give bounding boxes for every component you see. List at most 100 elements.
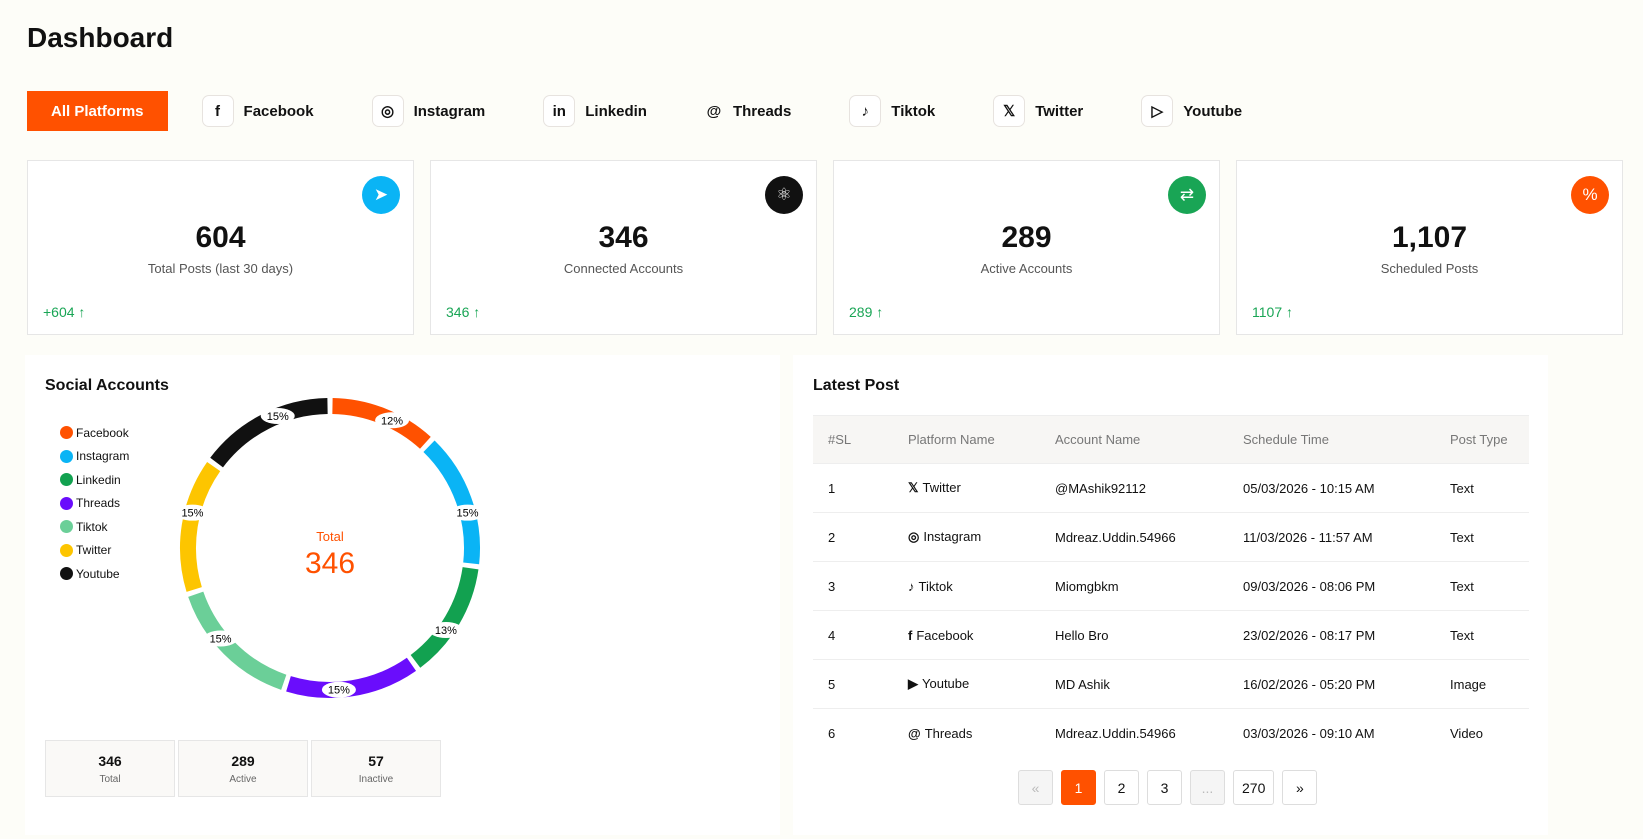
stat-inactive: 57 Inactive [311,740,441,797]
legend-swatch [60,449,73,463]
column-header: Account Name [1040,415,1228,464]
slice-label: 12% [381,415,403,427]
youtube-icon: ▷ [1141,95,1174,127]
table-cell: 𝕏 Twitter [893,463,1040,513]
card-change: 346 ↑ [446,304,481,320]
account-stats: 346 Total 289 Active 57 Inactive [45,740,441,797]
table-row[interactable]: 5 ▶ Youtube MD Ashik 16/02/2026 - 05:20 PM Im… [813,659,1529,709]
slice-tiktok[interactable] [188,591,287,690]
tab-label: Twitter [1035,102,1084,120]
legend-swatch [60,473,73,487]
page-button[interactable]: 1 [1061,770,1096,805]
card-icon: ⚛ [765,176,803,214]
tab-label: Youtube [1183,102,1243,120]
tab-instagram[interactable]: ◎ Instagram [371,91,485,131]
cell-text: 3 [828,578,836,594]
legend-label: Threads [76,496,121,511]
cell-text: Instagram [923,529,982,544]
cell-text: MD Ashik [1055,676,1110,692]
table-row[interactable]: 6 @ Threads Mdreaz.Uddin.54966 03/03/2026 - … [813,709,1529,758]
slice-label: 15% [267,411,289,423]
social-accounts-panel: Social Accounts Facebook Instagram Linkedi… [25,355,780,835]
page-button[interactable]: 270 [1233,770,1275,805]
cell-text: 4 [828,627,836,643]
tiktok-icon: ♪ [849,95,882,127]
card-icon: % [1571,176,1609,214]
prev-page-button[interactable]: « [1018,770,1053,805]
page-button[interactable]: 2 [1104,770,1139,805]
tab-label: Facebook [243,102,314,120]
table-cell: MD Ashik [1040,659,1228,709]
table-cell: Mdreaz.Uddin.54966 [1040,512,1228,562]
legend-item[interactable]: Linkedin [60,468,129,492]
legend-item[interactable]: Tiktok [60,515,129,539]
legend-item[interactable]: Youtube [60,562,129,586]
cell-text: Text [1450,627,1474,643]
tiktok-icon: ♪ [908,578,915,594]
slice-linkedin[interactable] [410,566,479,668]
facebook-icon: f [908,627,913,643]
slice-twitter[interactable] [180,461,221,592]
table-row[interactable]: 3 ♪ Tiktok Miomgbkm 09/03/2026 - 08:06 PM Tex… [813,561,1529,611]
legend-label: Tiktok [76,519,108,534]
slice-label: 15% [457,508,479,520]
cell-text: 03/03/2026 - 09:10 AM [1243,725,1375,741]
table-row[interactable]: 1 𝕏 Twitter @MAshik92112 05/03/2026 - 10:15 … [813,463,1529,513]
next-page-button[interactable]: » [1282,770,1318,805]
table-cell: @MAshik92112 [1040,463,1228,513]
tab-all-platforms[interactable]: All Platforms [27,91,168,131]
column-header: Platform Name [893,415,1040,464]
card-value: 289 [1001,221,1052,254]
table-cell: 5 [813,659,893,709]
instagram-icon: ◎ [908,529,920,544]
card-label: Total Posts (last 30 days) [147,261,294,276]
page-button[interactable]: 3 [1147,770,1182,805]
legend-item[interactable]: Instagram [60,445,129,469]
cell-text: Text [1450,578,1474,594]
legend-swatch [60,567,73,581]
legend-label: Facebook [76,425,129,440]
stat-value: 57 [368,753,384,769]
stat-cards: ➤ 604 Total Posts (last 30 days) +604 ↑ ⚛ 346… [27,160,1623,335]
stat-label: Active [229,774,257,785]
page-button[interactable]: ... [1190,770,1225,805]
slice-label: 15% [328,685,350,697]
slice-label-bg [428,622,463,639]
tab-threads[interactable]: @ Threads [705,91,792,131]
tab-facebook[interactable]: f Facebook [201,91,314,131]
legend-item[interactable]: Twitter [60,539,129,563]
slice-label: 15% [210,634,232,646]
slice-instagram[interactable] [423,440,480,565]
table-cell: ▶ Youtube [893,659,1040,709]
stat-card: ⇄ 289 Active Accounts 289 ↑ [833,160,1220,335]
stat-active: 289 Active [178,740,308,797]
legend-item[interactable]: Facebook [60,421,129,445]
column-header: Schedule Time [1228,415,1435,464]
slice-label-bg [321,681,356,698]
card-change: 289 ↑ [849,304,884,320]
cell-text: 23/02/2026 - 08:17 PM [1243,627,1376,643]
table-row[interactable]: 2 ◎ Instagram Mdreaz.Uddin.54966 11/03/2026 … [813,512,1529,562]
table-cell: 6 [813,709,893,758]
cell-text: 1 [828,480,836,496]
latest-post-table: #SL Platform Name Account Name Schedule Tim… [813,415,1529,758]
cell-text: Miomgbkm [1055,578,1119,594]
tab-tiktok[interactable]: ♪ Tiktok [849,91,935,131]
cell-text: 09/03/2026 - 08:06 PM [1243,578,1376,594]
cell-text: 2 [828,529,836,545]
table-cell: Text [1435,463,1529,513]
card-label: Connected Accounts [563,261,684,276]
table-row[interactable]: 4 f Facebook Hello Bro 23/02/2026 - 08:17 PM… [813,610,1529,660]
cell-text: Hello Bro [1055,627,1109,643]
legend-item[interactable]: Threads [60,492,129,516]
legend-swatch [60,496,73,510]
table-cell: f Facebook [893,610,1040,660]
tab-linkedin[interactable]: in Linkedin [543,91,647,131]
table-cell: Hello Bro [1040,610,1228,660]
tab-youtube[interactable]: ▷ Youtube [1141,91,1242,131]
cell-text: Mdreaz.Uddin.54966 [1055,529,1176,545]
latest-post-panel: Latest Post #SL Platform Name Account Name… [793,355,1548,835]
tab-twitter[interactable]: 𝕏 Twitter [993,91,1083,131]
facebook-icon: f [201,95,234,127]
donut-chart: Total 346 12% 15% 13% 15% 15% 15% 15% [175,398,485,698]
